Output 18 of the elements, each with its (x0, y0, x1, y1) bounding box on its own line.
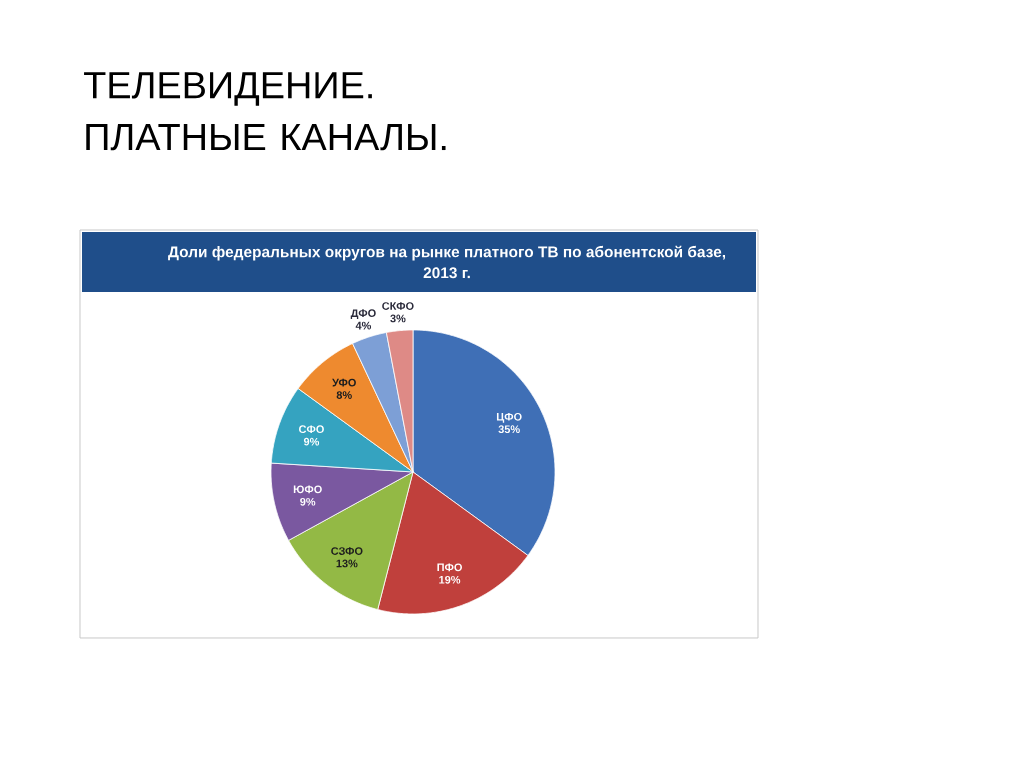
slice-label: УФО (332, 378, 356, 387)
slice-label: ДФО (350, 309, 376, 320)
slice-label: ЦФО (496, 412, 522, 423)
data-label: 19% (439, 575, 461, 584)
data-label: 3% (390, 314, 406, 323)
slice-label: СФО (299, 425, 324, 434)
data-label: 13% (336, 559, 358, 568)
data-label: 9% (300, 497, 316, 506)
chart-subtitle: Доли федеральных округов на рынке платного ТВ по абонентской базе, 2013 г. (168, 245, 726, 279)
slice-label: ПФО (437, 563, 462, 572)
data-label: 8% (336, 391, 352, 399)
data-label: 35% (498, 425, 520, 434)
data-label: 4% (355, 321, 372, 330)
slice-label: ЮФО (293, 485, 322, 494)
chart-title: ТЕЛЕВИДЕНИЕ. ПЛАТНЫЕ КАНАЛЫ. (84, 72, 446, 151)
slice-label: СКФО (382, 302, 414, 310)
slice-label: СЗФО (331, 547, 363, 555)
data-label: 9% (303, 437, 320, 446)
